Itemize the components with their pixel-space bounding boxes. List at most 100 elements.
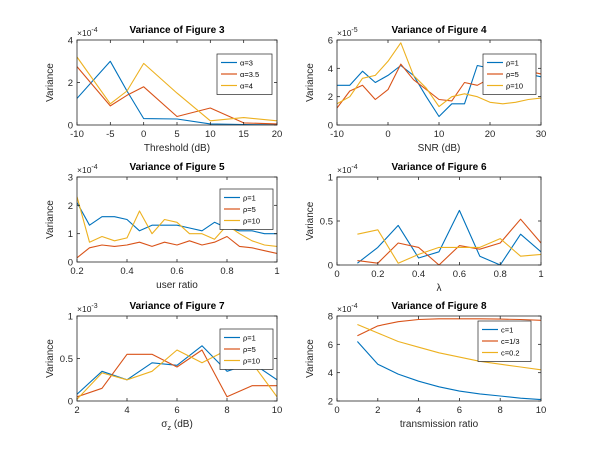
y-axis-label: Variance xyxy=(45,339,56,378)
legend-label-3: ρ=10 xyxy=(506,82,523,91)
chart-title: Variance of Figure 6 xyxy=(391,162,486,173)
series-line-3 xyxy=(77,56,277,122)
legend-label-3: ρ=10 xyxy=(243,357,260,366)
chart-title: Variance of Figure 8 xyxy=(391,301,486,312)
chart-title: Variance of Figure 5 xyxy=(129,162,224,173)
legend-label-1: ρ=1 xyxy=(243,334,256,343)
series-line-1 xyxy=(357,209,541,265)
legend-label-2: c=1/3 xyxy=(501,337,520,346)
axes-box xyxy=(336,315,542,402)
x-tick-label: 0 xyxy=(334,269,339,280)
legend-box xyxy=(216,53,273,95)
y-tick-label: 0 xyxy=(328,121,333,132)
x-tick-label: 0.6 xyxy=(453,269,466,280)
y-tick-label: 8 xyxy=(328,312,333,323)
x-tick-label: -5 xyxy=(106,129,114,140)
legend-label-1: c=1 xyxy=(501,326,513,335)
y-axis-label: Variance xyxy=(305,339,316,378)
y-tick-label: 2 xyxy=(328,397,333,408)
x-tick-label: -10 xyxy=(70,129,84,140)
series-line-3 xyxy=(337,42,541,108)
x-axis-label: SNR (dB) xyxy=(418,143,461,154)
x-tick-label: 10 xyxy=(205,129,216,140)
x-tick-label: 6 xyxy=(457,405,462,416)
y-exponent: ×10-4 xyxy=(337,164,358,175)
chart-title: Variance of Figure 3 xyxy=(129,25,224,36)
legend-label-1: ρ=1 xyxy=(506,59,519,68)
y-tick-label: 0 xyxy=(68,121,73,132)
legend-label-3: ρ=10 xyxy=(243,217,260,226)
legend-label-2: α=3.5 xyxy=(240,70,259,79)
series-line-2 xyxy=(77,66,277,125)
y-exponent: ×10-4 xyxy=(337,303,358,314)
x-tick-label: 1 xyxy=(538,269,543,280)
legend-label-2: ρ=5 xyxy=(506,70,519,79)
y-exponent: ×10-4 xyxy=(77,164,98,175)
x-tick-label: 15 xyxy=(238,129,249,140)
x-tick-label: 4 xyxy=(124,405,129,416)
x-tick-label: 0.8 xyxy=(494,269,507,280)
x-tick-label: 10 xyxy=(272,405,283,416)
chart-1: -10 -5 0 5 10 15 20 0 2 4 ×10-4 Variance of Figure … xyxy=(45,25,282,154)
y-exponent: ×10-5 xyxy=(337,27,358,38)
y-tick-label: 2 xyxy=(68,201,73,212)
y-exponent: ×10-3 xyxy=(77,303,98,314)
chart-5: 2 4 6 8 10 0 0.5 1 ×10-3 Variance of Figure 7 σz (… xyxy=(45,301,282,432)
series-group xyxy=(357,209,541,265)
x-tick-label: 8 xyxy=(224,405,229,416)
x-tick-label: 2 xyxy=(375,405,380,416)
x-tick-label: 0.6 xyxy=(170,266,183,277)
series-line-1 xyxy=(77,60,277,125)
y-axis-label: Variance xyxy=(305,201,316,240)
y-tick-label: 1 xyxy=(328,173,333,184)
series-line-3 xyxy=(357,323,541,371)
x-tick-label: 10 xyxy=(536,405,547,416)
x-axis-label: Threshold (dB) xyxy=(144,143,210,154)
x-tick-label: 0.8 xyxy=(220,266,233,277)
y-axis-label: Variance xyxy=(305,63,316,102)
y-tick-label: 6 xyxy=(328,340,333,351)
y-tick-label: 4 xyxy=(328,368,333,379)
y-tick-label: 0.5 xyxy=(320,217,333,228)
chart-title: Variance of Figure 7 xyxy=(129,301,224,312)
legend-label-1: ρ=1 xyxy=(243,194,256,203)
y-tick-label: 2 xyxy=(68,78,73,89)
x-tick-label: 20 xyxy=(485,129,496,140)
y-tick-label: 1 xyxy=(68,312,73,323)
x-axis-label: transmission ratio xyxy=(400,419,479,430)
series-line-2 xyxy=(77,349,277,398)
legend-label-2: ρ=5 xyxy=(243,345,256,354)
x-tick-label: 0 xyxy=(141,129,146,140)
x-axis-label: user ratio xyxy=(156,280,198,291)
x-tick-label: 0 xyxy=(334,405,339,416)
x-tick-label: -10 xyxy=(330,129,344,140)
legend-label-3: α=4 xyxy=(240,82,253,91)
series-group xyxy=(356,318,541,401)
series-line-3 xyxy=(77,196,277,247)
legend: α=3 α=3.5 α=4 xyxy=(216,53,273,95)
y-tick-label: 0.5 xyxy=(60,354,73,365)
plot-area xyxy=(337,177,541,265)
y-exponent-power: -4 xyxy=(351,164,357,171)
y-tick-label: 0 xyxy=(68,397,73,408)
y-exponent-power: -3 xyxy=(91,303,97,310)
x-tick-label: 5 xyxy=(174,129,179,140)
series-group xyxy=(77,196,277,259)
series-group xyxy=(77,56,277,125)
x-tick-label: 0 xyxy=(385,129,390,140)
x-tick-label: 0.2 xyxy=(371,269,384,280)
x-tick-label: 0.4 xyxy=(412,269,425,280)
legend: c=1 c=1/3 c=0.2 xyxy=(477,320,532,362)
y-tick-label: 0 xyxy=(68,258,73,269)
y-axis-label: Variance xyxy=(45,200,56,239)
y-exponent: ×10-4 xyxy=(77,27,98,38)
chart-3: 0.2 0.4 0.6 0.8 1 0 1 2 3 ×10-4 Variance of Figure… xyxy=(45,162,280,291)
x-tick-label: 0.2 xyxy=(70,266,83,277)
x-axis-label: σz (dB) xyxy=(161,419,193,432)
legend: ρ=1 ρ=5 ρ=10 xyxy=(482,53,537,95)
y-exponent-power: -5 xyxy=(351,27,357,34)
x-tick-label: 2 xyxy=(74,405,79,416)
x-tick-label: 1 xyxy=(274,266,279,277)
series-line-2 xyxy=(357,218,541,265)
